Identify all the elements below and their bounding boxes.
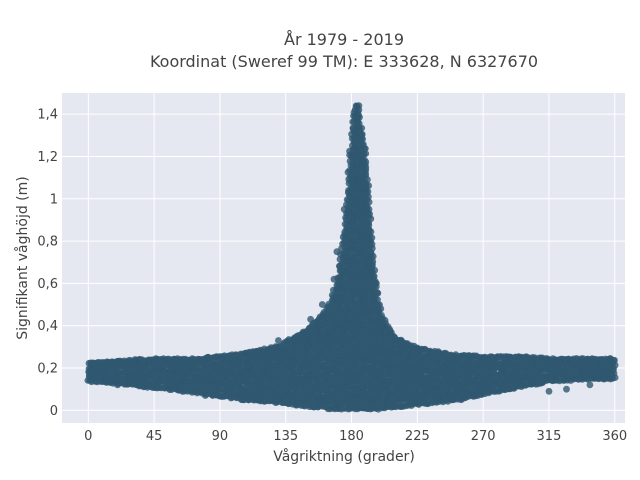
x-axis-title: Vågriktning (grader) [273,448,415,465]
y-tick-label: 0,4 [37,319,58,334]
data-point [365,205,373,213]
x-tick-label: 225 [405,429,430,444]
data-point [396,337,404,344]
ticks-layer: 0 45 90 135 180 225 270 315 360 0 0,2 0,4 0,6 0,8 1 1,2… [37,108,627,444]
data-point [307,315,314,323]
data-point [333,322,341,330]
data-point [435,394,443,401]
data-point [238,396,246,404]
y-axis-title: Signifikant våghöjd (m) [14,176,31,339]
data-point [367,237,374,245]
y-tick-label: 0,8 [37,235,58,250]
data-point [352,115,360,122]
x-tick-label: 135 [273,429,298,444]
data-point [355,102,363,110]
data-point [348,153,355,160]
data-point [364,176,371,184]
data-point [374,289,382,297]
data-point [362,150,370,158]
data-point [365,193,372,201]
y-tick-label: 1,4 [37,108,58,123]
x-tick-label: 90 [212,429,229,444]
y-tick-label: 1,2 [37,150,58,165]
data-point [374,296,381,303]
data-point [289,343,297,351]
data-point [267,347,275,355]
data-point [472,392,480,399]
data-point [369,253,377,260]
data-point [365,221,373,229]
data-point [298,330,306,338]
chart-title: År 1979 - 2019 [284,30,404,49]
data-point [457,396,465,404]
y-tick-label: 0 [50,404,58,419]
data-point [362,170,370,178]
data-point [304,343,312,351]
data-point [114,381,121,389]
y-tick-label: 1 [50,192,58,207]
x-tick-label: 45 [146,429,163,444]
data-point [377,305,385,313]
data-point [371,266,379,274]
data-point [201,392,209,399]
data-point [340,205,348,213]
data-point [318,301,326,308]
data-point [362,184,370,192]
data-point [370,272,378,280]
data-point [373,280,380,287]
x-tick-label: 180 [339,429,364,444]
data-point [586,381,594,389]
data-point [611,356,618,364]
points-layer [84,102,619,413]
data-point [333,248,341,256]
x-tick-label: 315 [537,429,562,444]
data-point [330,275,338,283]
data-point [177,356,184,363]
data-point [369,258,377,265]
x-tick-label: 270 [471,429,496,444]
x-tick-label: 0 [84,429,92,444]
data-point [563,385,570,393]
chart-subtitle: Koordinat (Sweref 99 TM): E 333628, N 63… [150,52,538,71]
data-point [367,228,375,236]
data-point [362,158,370,166]
data-point [361,145,369,153]
data-point [131,356,139,363]
data-point [362,164,370,172]
data-point [599,375,607,382]
y-tick-label: 0,6 [37,277,58,292]
data-point [358,131,366,139]
data-point [275,337,282,344]
x-tick-label: 360 [602,429,627,444]
data-point [545,387,553,395]
data-point [358,124,366,132]
data-point [314,318,322,325]
data-point [365,198,373,206]
y-tick-label: 0,2 [37,362,58,377]
